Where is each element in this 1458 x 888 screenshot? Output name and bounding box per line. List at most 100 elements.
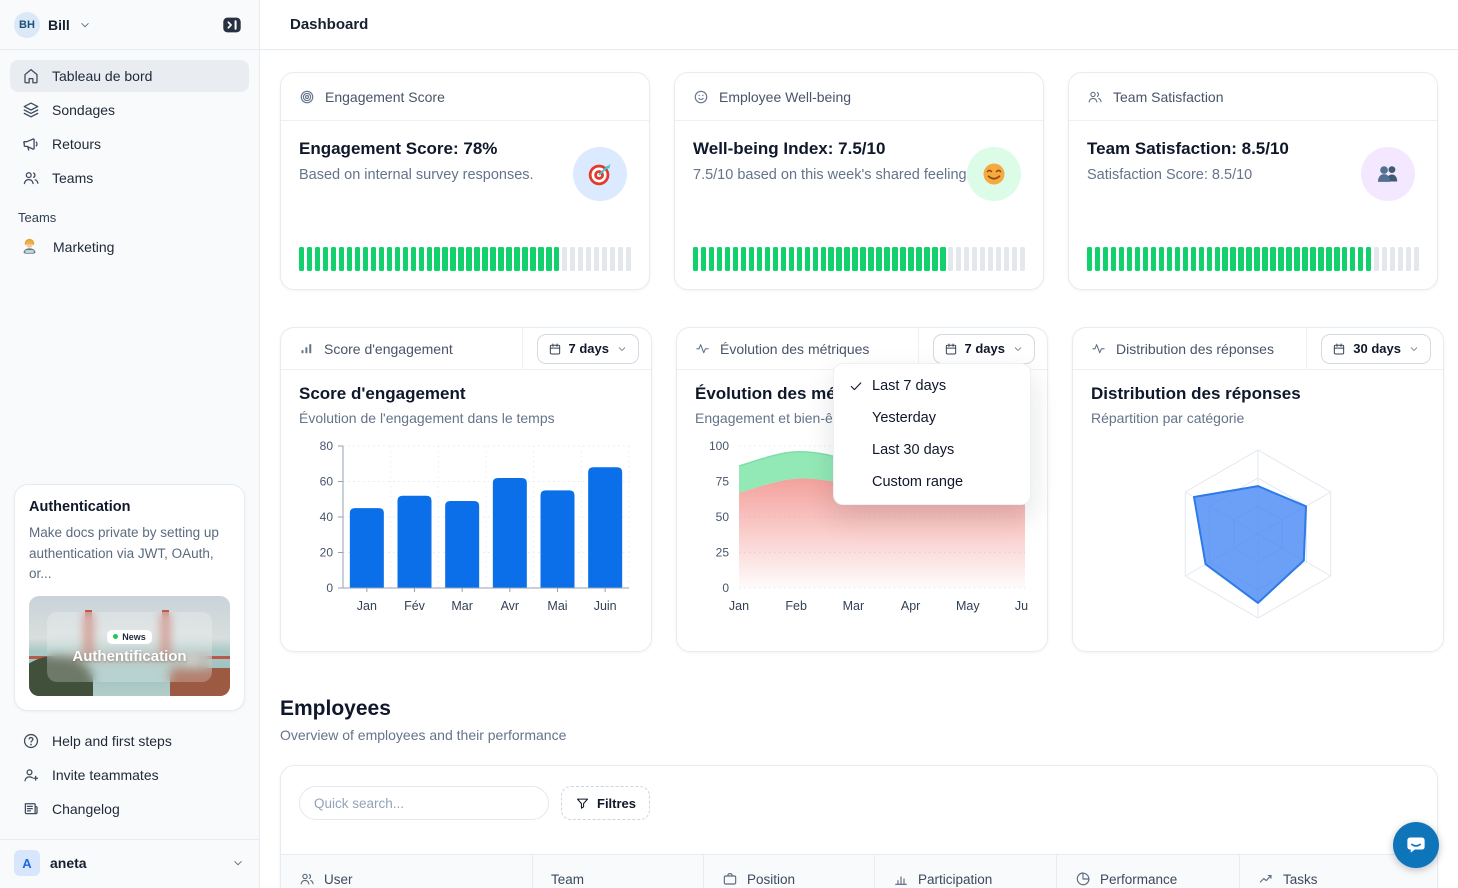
promo-image[interactable]: News Authentification [29, 596, 230, 696]
svg-text:100: 100 [709, 439, 729, 453]
sidebar-item-surveys[interactable]: Sondages [10, 94, 249, 126]
sidebar-item-label: Changelog [52, 801, 120, 817]
sidebar-item-dashboard[interactable]: Tableau de bord [10, 60, 249, 92]
column-header-participation[interactable]: Participation [874, 855, 1056, 888]
sidebar-item-changelog[interactable]: Changelog [10, 793, 249, 825]
chart-title: Score d'engagement [299, 384, 466, 403]
chevron-down-icon [616, 343, 628, 355]
menu-item-custom-range[interactable]: Custom range [834, 466, 1030, 498]
smile-icon [693, 89, 709, 105]
workspace-name: aneta [50, 855, 87, 871]
svg-text:May: May [956, 599, 980, 613]
sidebar-footer: Help and first steps Invite teammates Ch… [0, 725, 259, 833]
check-placeholder [848, 474, 864, 490]
engagement-progress-bar [299, 247, 632, 271]
user-menu[interactable]: Bill [48, 16, 70, 33]
funnel-icon [575, 796, 590, 811]
chart-subtitle: Répartition par catégorie [1091, 410, 1245, 426]
chevron-down-icon [78, 18, 92, 32]
target-icon [299, 89, 315, 105]
check-placeholder [848, 442, 864, 458]
divider [917, 328, 919, 369]
column-header-performance[interactable]: Performance [1056, 855, 1239, 888]
home-icon [22, 67, 40, 85]
svg-text:Jun: Jun [1015, 599, 1029, 613]
svg-text:60: 60 [320, 475, 334, 489]
sidebar: BH Bill Tableau de bord Sondages Retours… [0, 0, 260, 888]
chart-title: Distribution des réponses [1091, 384, 1301, 403]
distribution-chart-card: Distribution des réponses 30 days Distri… [1072, 327, 1444, 652]
svg-text:Apr: Apr [901, 599, 920, 613]
trending-up-icon [1258, 871, 1274, 887]
check-placeholder [848, 410, 864, 426]
stat-subtitle: Satisfaction Score: 8.5/10 [1087, 167, 1253, 183]
column-header-team[interactable]: Team [532, 855, 703, 888]
svg-text:0: 0 [326, 581, 333, 595]
check-icon [848, 378, 864, 394]
wellbeing-card: Employee Well-being Well-being Index: 7.… [674, 72, 1044, 290]
authentication-promo-card[interactable]: Authentication Make docs private by sett… [14, 484, 245, 711]
column-header-user[interactable]: User [281, 855, 532, 888]
promo-caption: Authentification [72, 647, 187, 665]
team-item-label: Marketing [53, 238, 115, 255]
sidebar-nav: Tableau de bord Sondages Retours Teams [0, 50, 259, 196]
menu-item-yesterday[interactable]: Yesterday [834, 402, 1030, 434]
workspace-switcher[interactable]: A aneta [0, 840, 259, 888]
chevron-down-icon [1408, 343, 1420, 355]
sidebar-item-feedback[interactable]: Retours [10, 128, 249, 160]
menu-item-last-7-days[interactable]: Last 7 days [834, 370, 1030, 402]
sidebar-item-label: Invite teammates [52, 767, 159, 783]
pie-chart-icon [1075, 871, 1091, 887]
stat-card-header-label: Engagement Score [325, 88, 445, 105]
chat-launcher-button[interactable] [1393, 822, 1439, 868]
workspace-avatar: A [14, 850, 40, 876]
stat-card-header-label: Employee Well-being [719, 88, 852, 105]
sidebar-item-invite[interactable]: Invite teammates [10, 759, 249, 791]
engagement-range-button[interactable]: 7 days [536, 333, 639, 364]
distribution-range-button[interactable]: 30 days [1321, 333, 1431, 364]
chart-header-label: Score d'engagement [324, 340, 453, 357]
svg-text:80: 80 [320, 439, 334, 453]
chart-header-label: Distribution des réponses [1116, 340, 1274, 357]
user-avatar[interactable]: BH [14, 11, 40, 38]
sidebar-item-marketing[interactable]: Marketing [0, 229, 259, 264]
sidebar-item-label: Sondages [52, 102, 116, 118]
briefcase-icon [722, 871, 738, 887]
sidebar-item-teams[interactable]: Teams [10, 162, 249, 194]
chart-subtitle: Évolution de l'engagement dans le temps [299, 410, 555, 426]
sidebar-item-label: Tableau de bord [52, 68, 153, 84]
menu-item-last-30-days[interactable]: Last 30 days [834, 434, 1030, 466]
page-title: Dashboard [290, 16, 369, 33]
search-input[interactable] [299, 786, 549, 820]
sidebar-item-label: Help and first steps [52, 733, 172, 749]
sidebar-item-help[interactable]: Help and first steps [10, 725, 249, 757]
topbar: Dashboard [260, 0, 1458, 50]
user-plus-icon [22, 766, 40, 784]
metrics-area-chart: 0 25 50 75 100 Jan Feb Mar Apr May Jun [695, 436, 1035, 625]
svg-text:Jan: Jan [729, 599, 749, 613]
svg-text:20: 20 [320, 546, 334, 560]
users-icon [1087, 89, 1103, 105]
column-header-tasks[interactable]: Tasks [1239, 855, 1437, 888]
newspaper-icon [22, 800, 40, 818]
help-circle-icon [22, 732, 40, 750]
activity-icon [1091, 341, 1106, 356]
engagement-bar-chart: 0 20 40 60 80 Jan Fév Mar Avr Mai Juin [299, 436, 633, 625]
svg-text:0: 0 [722, 581, 729, 595]
promo-body: Make docs private by setting up authenti… [29, 525, 219, 581]
technologist-emoji-icon [23, 238, 36, 255]
calendar-icon [548, 342, 562, 356]
stat-title: Well-being Index: 7.5/10 [693, 139, 886, 158]
filters-button[interactable]: Filtres [561, 786, 651, 820]
stat-subtitle: Based on internal survey responses. [299, 167, 534, 183]
distribution-radar-chart [1091, 436, 1425, 637]
svg-text:Feb: Feb [785, 599, 807, 613]
satisfaction-progress-bar [1087, 247, 1420, 271]
column-header-position[interactable]: Position [703, 855, 874, 888]
chat-bubble-icon [1407, 837, 1425, 853]
svg-text:Mar: Mar [451, 599, 473, 613]
metrics-range-button[interactable]: 7 days [932, 333, 1035, 364]
stat-subtitle: 7.5/10 based on this week's shared feeli… [693, 167, 978, 183]
svg-text:Jan: Jan [357, 599, 377, 613]
sidebar-collapse-button[interactable] [219, 12, 245, 38]
